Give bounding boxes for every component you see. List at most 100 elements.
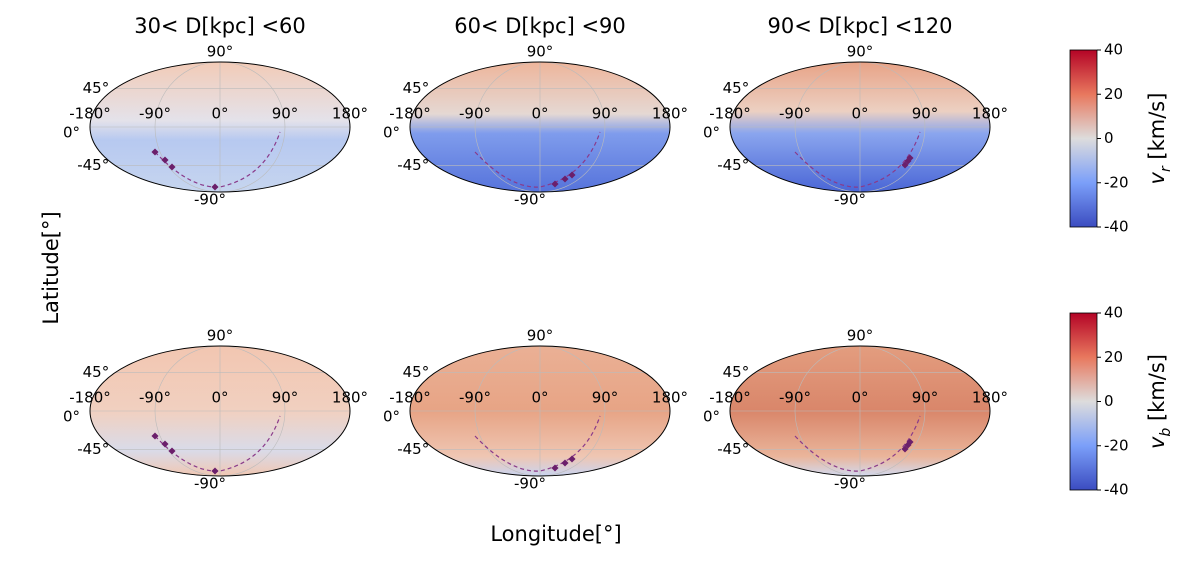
stream-track	[474, 131, 601, 188]
stream-member	[568, 171, 576, 179]
x-tick-label: 90°	[592, 105, 619, 123]
x-tick-label: -90°	[459, 105, 491, 123]
stream-member	[211, 183, 219, 191]
y-tick-label: 90°	[847, 43, 874, 61]
stream-member	[906, 438, 914, 446]
colorbar-tick-label: 0	[1104, 392, 1114, 410]
x-tick-label: 90°	[592, 389, 619, 407]
grid-line	[474, 345, 541, 477]
colorbar	[1069, 312, 1098, 491]
colorbar-tick-label: 0	[1104, 129, 1114, 147]
skymap-panel: 90° 45° 0° -45° -90° -180° -90° 0° 90° 180°	[703, 327, 1008, 493]
x-tick-label: 0°	[851, 105, 868, 123]
stream-member	[551, 180, 559, 188]
x-tick-label: 180°	[652, 105, 688, 123]
stream-member	[161, 440, 169, 448]
x-tick-label: 0°	[211, 389, 228, 407]
y-tick-label: 0°	[703, 124, 720, 142]
y-tick-label: 90°	[527, 327, 554, 345]
y-tick-label: 45°	[723, 363, 750, 381]
stream-track	[154, 415, 281, 472]
stream-member	[211, 467, 219, 475]
y-tick-label: -45°	[397, 440, 429, 458]
sky-map-border	[89, 61, 351, 193]
colorbar-label-space	[1145, 421, 1169, 428]
x-tick-label: -180°	[389, 105, 431, 123]
y-tick-label: 45°	[83, 79, 110, 97]
x-tick-label: 0°	[211, 105, 228, 123]
y-tick-label: 0°	[703, 408, 720, 426]
x-tick-label: 180°	[332, 105, 368, 123]
colorbar-tick-label: 40	[1104, 304, 1123, 322]
colorbar-tick-label: -20	[1104, 173, 1129, 191]
x-tick-label: 180°	[652, 389, 688, 407]
x-tick-label: -90°	[459, 389, 491, 407]
y-tick-label: 45°	[403, 363, 430, 381]
colorbar-label-space	[1145, 160, 1169, 167]
y-tick-label: 0°	[63, 408, 80, 426]
panel-title: 30< D[kpc] <60	[134, 14, 306, 38]
sky-map-border	[729, 345, 991, 477]
grid-line	[154, 61, 221, 193]
y-tick-label: -45°	[77, 440, 109, 458]
colorbar-tick-label: -20	[1104, 436, 1129, 454]
stream-track	[154, 131, 281, 188]
x-axis-label: Longitude[°]	[490, 522, 621, 546]
stream-member	[568, 455, 576, 463]
y-tick-label: 90°	[207, 327, 234, 345]
colorbar	[1069, 49, 1098, 228]
grid-line	[474, 61, 541, 193]
grid-line	[539, 345, 606, 477]
colorbar-tick-label: 20	[1104, 85, 1123, 103]
x-tick-label: -180°	[69, 105, 111, 123]
x-tick-label: 90°	[912, 105, 939, 123]
colorbar-tick-label: 20	[1104, 348, 1123, 366]
x-tick-label: 0°	[531, 389, 548, 407]
stream-member	[168, 447, 176, 455]
grid-line	[154, 345, 221, 477]
colorbar-label-subscript: b	[1158, 428, 1174, 437]
x-tick-label: -90°	[779, 389, 811, 407]
x-tick-label: -180°	[69, 389, 111, 407]
stream-member	[168, 163, 176, 171]
grid-line	[859, 61, 926, 193]
colorbar-tick-label: -40	[1104, 218, 1129, 236]
panel-title: 90< D[kpc] <120	[768, 14, 953, 38]
sky-map-border	[89, 345, 351, 477]
colorbar-label-symbol: v	[1145, 171, 1169, 184]
y-tick-label: 45°	[723, 79, 750, 97]
x-tick-label: 90°	[912, 389, 939, 407]
x-tick-label: 180°	[972, 105, 1008, 123]
y-tick-label: -90°	[194, 191, 226, 209]
colorbar-label-subscript: r	[1158, 165, 1174, 172]
stream-member	[161, 156, 169, 164]
y-tick-label: -45°	[77, 156, 109, 174]
colorbar-label: vb [km/s]	[1145, 354, 1174, 449]
sky-map-border	[409, 345, 671, 477]
y-tick-label: 0°	[63, 124, 80, 142]
y-tick-label: -90°	[514, 475, 546, 493]
y-tick-label: -90°	[834, 475, 866, 493]
stream-track	[794, 131, 921, 188]
panel-title: 60< D[kpc] <90	[454, 14, 626, 38]
colorbar-label-symbol: v	[1145, 436, 1169, 449]
x-tick-label: -180°	[709, 389, 751, 407]
x-tick-label: 90°	[272, 105, 299, 123]
y-tick-label: -90°	[834, 191, 866, 209]
y-tick-label: 45°	[403, 79, 430, 97]
stream-member	[561, 175, 569, 183]
grid-line	[859, 345, 926, 477]
x-tick-label: 0°	[851, 389, 868, 407]
y-tick-label: -45°	[717, 440, 749, 458]
y-tick-label: 45°	[83, 363, 110, 381]
x-tick-label: -90°	[779, 105, 811, 123]
colorbar-label-unit: [km/s]	[1145, 93, 1169, 160]
y-tick-label: -45°	[717, 156, 749, 174]
stream-member	[151, 148, 159, 156]
colorbar-tick-label: -40	[1104, 481, 1129, 499]
skymap-panel: 90° 45° 0° -45° -90° -180° -90° 0° 90° 180° 90< D[…	[703, 14, 1008, 209]
y-tick-label: -90°	[194, 475, 226, 493]
y-tick-label: 90°	[847, 327, 874, 345]
x-tick-label: -90°	[139, 389, 171, 407]
